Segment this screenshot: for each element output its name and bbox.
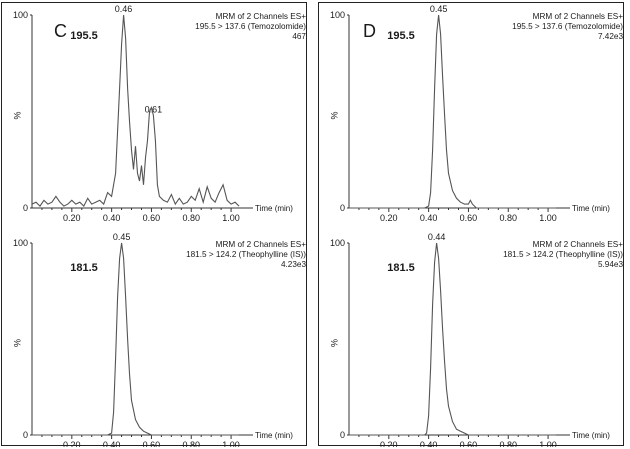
header-line: MRM of 2 Channels ES+ xyxy=(533,12,624,21)
series-trace xyxy=(31,14,240,208)
x-tick-label: 0.80 xyxy=(499,213,517,223)
header-line: 467 xyxy=(292,32,306,41)
peak-label: 0.45 xyxy=(430,4,448,14)
peak-label: 0.46 xyxy=(115,4,133,14)
y-axis-label: % xyxy=(329,112,339,120)
x-tick-label: 0.20 xyxy=(63,213,81,223)
x-tick-label: 0.60 xyxy=(460,440,478,447)
x-tick-label: 0.60 xyxy=(143,213,161,223)
x-axis-label: Time (min) xyxy=(572,431,610,440)
peak-label: 0.61 xyxy=(145,104,163,114)
y-axis-label: % xyxy=(12,112,22,120)
y-tick-label: 0 xyxy=(340,203,345,213)
header-line: 5.94e3 xyxy=(598,260,623,269)
x-tick-label: 1.00 xyxy=(222,213,240,223)
channel-label: 195.5 xyxy=(70,30,98,42)
header-line: MRM of 2 Channels ES+ xyxy=(216,12,307,21)
header-line: 195.5 > 137.6 (Temozolomide) xyxy=(512,22,623,31)
x-tick-label: 0.20 xyxy=(63,440,81,447)
peak-label: 0.44 xyxy=(428,232,446,242)
x-tick-label: 0.80 xyxy=(182,213,200,223)
series-trace xyxy=(32,242,239,436)
header-line: 4.23e3 xyxy=(281,260,306,269)
panel-letter: D xyxy=(363,21,376,41)
peak-label: 0.45 xyxy=(113,232,131,242)
x-axis-label: Time (min) xyxy=(255,431,293,440)
header-line: 181.5 > 124.2 (Theophylline (IS)) xyxy=(503,250,623,259)
x-tick-label: 1.00 xyxy=(539,440,557,447)
x-tick-label: 1.00 xyxy=(539,213,557,223)
y-tick-label: 100 xyxy=(13,10,28,20)
y-tick-label: 0 xyxy=(23,203,28,213)
header-line: 195.5 > 137.6 (Temozolomide) xyxy=(195,22,306,31)
y-tick-label: 100 xyxy=(330,10,345,20)
x-tick-label: 0.20 xyxy=(380,213,398,223)
x-tick-label: 0.20 xyxy=(380,440,398,447)
x-tick-label: 0.60 xyxy=(143,440,161,447)
x-axis-label: Time (min) xyxy=(255,204,293,213)
chromatogram-theophylline-d: 0 100% 0.20 0.40 0.60 0.80 1.00 Time (min) 0.44 1… xyxy=(329,232,623,447)
y-axis-label: % xyxy=(329,339,339,347)
x-tick-label: 1.00 xyxy=(222,440,240,447)
y-axis-label: % xyxy=(12,339,22,347)
x-tick-label: 0.80 xyxy=(182,440,200,447)
chromatogram-temozolomide-c: 0 100% 0.20 0.40 0.60 0.80 1.00 Time (min) 0.46 0… xyxy=(12,4,306,223)
x-tick-label: 0.60 xyxy=(460,213,478,223)
y-tick-label: 0 xyxy=(340,430,345,440)
x-tick-label: 0.40 xyxy=(103,440,121,447)
y-tick-label: 100 xyxy=(330,238,345,248)
chromatogram-theophylline-c: 0 100% 0.20 0.40 0.60 0.80 1.00 Time (min) 0.45 1… xyxy=(12,232,306,447)
chromatogram-group: 0 100% 0.20 0.40 0.60 0.80 1.00 Time (min) 0.46 0… xyxy=(12,4,306,447)
x-tick-label: 0.80 xyxy=(499,440,517,447)
channel-label: 181.5 xyxy=(70,262,98,274)
channel-label: 195.5 xyxy=(387,30,415,42)
x-tick-label: 0.40 xyxy=(420,213,438,223)
x-tick-label: 0.40 xyxy=(103,213,121,223)
panel-letter: C xyxy=(54,21,67,41)
header-line: 181.5 > 124.2 (Theophylline (IS)) xyxy=(186,250,306,259)
header-line: MRM of 2 Channels ES+ xyxy=(216,240,307,249)
y-tick-label: 100 xyxy=(13,238,28,248)
channel-label: 181.5 xyxy=(387,262,415,274)
y-tick-label: 0 xyxy=(23,430,28,440)
x-axis-label: Time (min) xyxy=(572,204,610,213)
series-trace xyxy=(349,242,556,436)
chromatogram-temozolomide-d: 0 100% 0.20 0.40 0.60 0.80 1.00 Time (min) 0.45 1… xyxy=(329,4,623,223)
series-trace xyxy=(349,14,556,209)
panel-d: D 0 100% 0.20 0.40 0.60 0.80 1.00 Time (min) 0.4… xyxy=(318,2,624,447)
chromatogram-group: 0 100% 0.20 0.40 0.60 0.80 1.00 Time (min) 0.45 1… xyxy=(329,4,623,447)
header-line: MRM of 2 Channels ES+ xyxy=(533,240,624,249)
header-line: 7.42e3 xyxy=(598,32,623,41)
panel-c: C 0 100% 0.20 0.40 0.60 0.80 1.00 Time (min) 0.4… xyxy=(1,2,307,447)
x-tick-label: 0.40 xyxy=(420,440,438,447)
